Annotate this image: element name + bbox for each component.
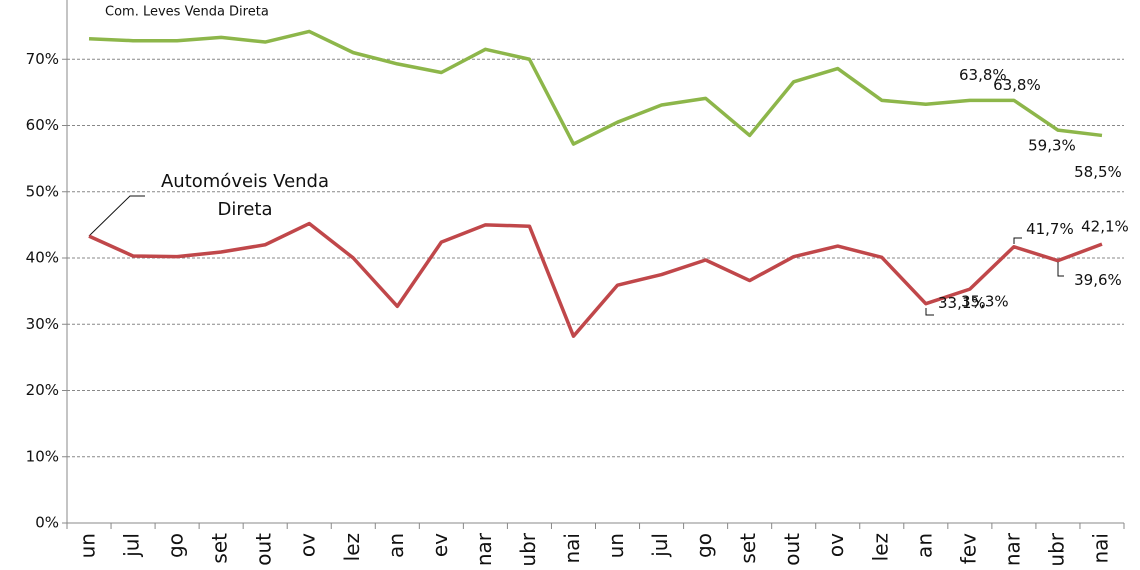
x-tick-label: un [604, 533, 628, 558]
y-tick-label: 40% [26, 249, 59, 267]
label-leader [925, 308, 934, 316]
x-tick-label: ov [296, 533, 320, 557]
y-tick-label: 10% [26, 447, 59, 465]
y-tick-label: 0% [35, 514, 59, 532]
series-annotation: Automóveis Venda Direta [160, 171, 330, 220]
y-tick-label: 30% [26, 315, 59, 333]
x-tick-label: lez [340, 533, 364, 561]
x-tick-label: fev [956, 533, 980, 564]
legend-label: Com. Leves Venda Direta [105, 5, 269, 20]
data-label: 42,1% [1081, 218, 1129, 236]
data-label: 59,3% [1028, 137, 1076, 155]
data-label: 39,6% [1074, 271, 1122, 289]
x-tick-label: jul [648, 533, 672, 558]
data-label: 35,3% [961, 293, 1009, 311]
y-tick-label: 60% [26, 116, 59, 134]
x-tick-label: out [780, 533, 804, 566]
x-tick-label: go [692, 533, 716, 558]
x-tick-label: set [736, 533, 760, 564]
x-tick-label: set [208, 533, 232, 564]
x-tick-label: an [384, 533, 408, 558]
series-line [88, 221, 1103, 338]
x-tick-label: nai [1088, 533, 1112, 564]
data-label: 58,5% [1074, 163, 1122, 181]
x-tick-label: nar [472, 532, 496, 566]
x-tick-label: ubr [516, 532, 540, 566]
x-tick-label: an [912, 533, 936, 558]
x-tick-label: out [252, 533, 276, 566]
series-line [88, 29, 1103, 146]
y-tick-label: 20% [26, 381, 59, 399]
label-leader [1057, 262, 1064, 277]
label-leader [1013, 237, 1022, 244]
data-label: 63,8% [959, 66, 1007, 84]
x-tick-label: ubr [1044, 532, 1068, 566]
x-tick-label: ov [824, 533, 848, 557]
leader-line [88, 195, 145, 237]
x-tick-label: nai [560, 533, 584, 564]
y-tick-label: 70% [26, 50, 59, 68]
x-tick-label: nar [1000, 532, 1024, 566]
data-label: 41,7% [1026, 220, 1074, 238]
x-tick-label: ev [428, 533, 452, 557]
x-tick-label: lez [868, 533, 892, 561]
x-tick-label: jul [120, 533, 144, 558]
x-tick-label: un [76, 533, 100, 558]
x-tick-label: go [164, 533, 188, 558]
data-label: 33,1% [938, 294, 986, 312]
y-tick-label: 50% [26, 182, 59, 200]
data-label: 63,8% [993, 76, 1041, 94]
